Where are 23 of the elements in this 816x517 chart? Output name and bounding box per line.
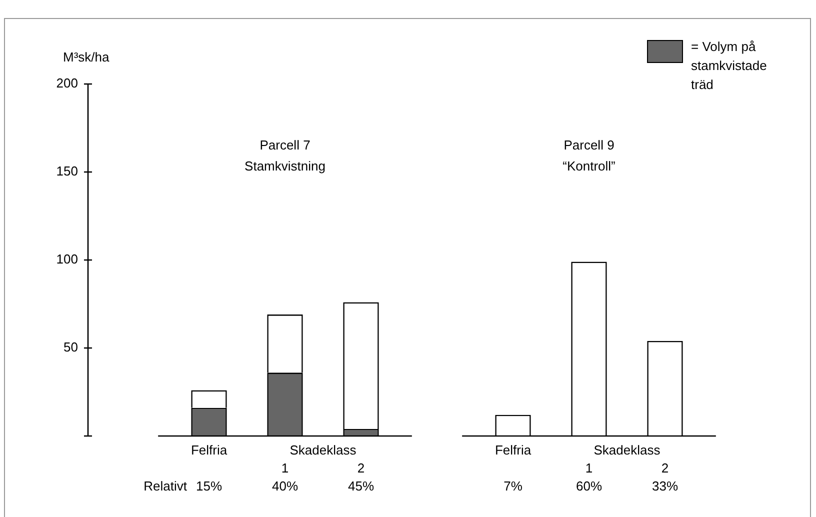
y-tick-label: 100 — [56, 252, 78, 267]
text: 60% — [576, 478, 602, 494]
x-tick-label: 2 — [357, 460, 365, 476]
y-axis-title: M³sk/ha — [63, 50, 110, 65]
x-tick-label: 1 — [281, 460, 289, 476]
text: 40% — [272, 478, 298, 494]
legend-label: = Volym på stamkvistade träd — [691, 38, 768, 94]
x-tick-label: Felfria — [494, 442, 532, 458]
text: Skadeklass — [594, 442, 661, 458]
text: 7% — [504, 478, 523, 494]
y-tick-label: 50 — [64, 340, 78, 355]
text: Relativt — [144, 478, 188, 494]
annotation: Parcell 9 “Kontroll” — [562, 138, 616, 174]
y-tick-label: 150 — [56, 164, 78, 179]
x-tick-label: 1 — [585, 460, 593, 476]
x-tick-label: 2 — [661, 460, 669, 476]
text: 45% — [348, 478, 374, 494]
text: Skadeklass — [290, 442, 357, 458]
text: 15% — [196, 478, 222, 494]
text: 33% — [652, 478, 678, 494]
y-tick-label: 200 — [56, 76, 78, 91]
annotation: Parcell 7 Stamkvistning — [244, 138, 326, 174]
x-tick-label: Felfria — [190, 442, 228, 458]
